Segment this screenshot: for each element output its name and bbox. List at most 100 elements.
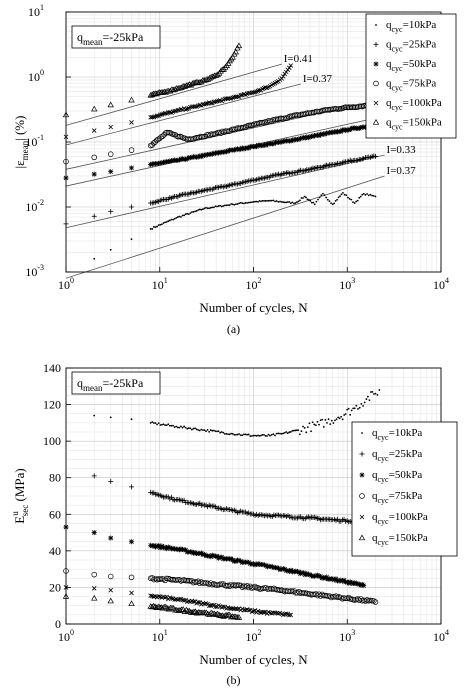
data-point (246, 607, 251, 613)
legend-entry: qcyc=10kPa (386, 19, 436, 34)
data-point (305, 196, 307, 199)
data-point (232, 613, 240, 620)
text-part: =25kPa (389, 448, 423, 460)
data-point (213, 99, 218, 105)
data-point (305, 514, 311, 520)
data-point (154, 422, 157, 424)
data-point (165, 424, 168, 427)
data-point (235, 94, 240, 99)
text-part: =10kPa (389, 427, 423, 439)
data-point (148, 593, 153, 598)
data-point (225, 432, 228, 435)
data-point (203, 429, 206, 432)
data-point (191, 211, 193, 213)
legend-marker (359, 451, 365, 457)
data-point (91, 105, 98, 112)
data-point (279, 200, 281, 203)
data-point (219, 204, 222, 207)
data-point (129, 165, 135, 171)
text-part: mean (20, 140, 30, 160)
data-point (172, 193, 178, 199)
data-point (292, 429, 295, 432)
x-axis-label: Number of cycles, N (199, 652, 308, 667)
data-point (216, 205, 218, 208)
data-point (161, 131, 167, 138)
data-point (151, 228, 154, 230)
data-point (275, 432, 278, 435)
data-point (251, 435, 253, 437)
data-point (286, 432, 289, 435)
data-point (344, 413, 347, 415)
data-point (352, 201, 354, 204)
legend-entry: qcyc=25kPa (386, 39, 436, 54)
data-point (298, 571, 304, 577)
fit-line (65, 175, 385, 279)
data-point (228, 556, 234, 562)
data-point (359, 581, 365, 587)
data-point (244, 433, 247, 436)
data-point (369, 193, 372, 196)
data-point (180, 216, 182, 218)
data-point (247, 561, 253, 567)
data-point (324, 574, 330, 580)
data-point (366, 193, 369, 195)
data-point (214, 430, 217, 433)
data-point (356, 597, 363, 603)
data-point (172, 218, 174, 221)
data-point (305, 135, 311, 141)
data-point (208, 580, 214, 586)
series-triangle (62, 42, 243, 118)
data-point (109, 416, 112, 419)
data-point (336, 578, 342, 584)
data-point (228, 507, 234, 513)
data-point (313, 423, 316, 426)
legend-entry: qcyc=150kPa (372, 532, 428, 547)
data-point (91, 594, 98, 601)
legend-marker (361, 432, 363, 434)
data-point (274, 565, 280, 571)
data-point (128, 147, 135, 153)
data-point (297, 429, 300, 432)
data-point (277, 567, 283, 573)
text-part: 10 (246, 278, 258, 292)
data-point (303, 195, 306, 198)
data-point (295, 429, 298, 432)
data-point (220, 431, 223, 433)
data-point (251, 201, 253, 204)
data-point (362, 404, 364, 407)
data-point (195, 600, 201, 605)
data-point (235, 203, 237, 206)
data-point (359, 195, 362, 198)
data-point (193, 78, 201, 85)
data-point (244, 202, 247, 204)
data-point (300, 197, 303, 199)
data-point (254, 561, 260, 567)
data-point (367, 194, 370, 197)
y-tick-label: 20 (49, 580, 61, 594)
text-part: 1 (164, 276, 168, 285)
data-point (248, 90, 253, 96)
annotation-text: qmean=-25kPa (77, 30, 144, 47)
data-point (292, 202, 295, 205)
data-point (257, 142, 263, 148)
data-point (355, 581, 361, 587)
data-point (252, 583, 258, 590)
data-point (270, 199, 273, 202)
data-point (307, 199, 310, 201)
data-point (322, 131, 328, 137)
data-point (152, 226, 155, 228)
data-point (207, 609, 215, 616)
data-point (285, 431, 288, 433)
data-point (261, 199, 264, 202)
data-point (172, 424, 174, 427)
text-part: q (372, 532, 378, 544)
data-point (91, 128, 97, 133)
data-point (172, 546, 178, 552)
data-point (168, 424, 171, 427)
data-point (360, 402, 363, 405)
x-tick-label: 102 (246, 628, 262, 644)
y-tick-label: 10-3 (25, 263, 44, 279)
data-point (274, 200, 276, 203)
data-point (272, 199, 275, 202)
data-point (235, 146, 241, 152)
